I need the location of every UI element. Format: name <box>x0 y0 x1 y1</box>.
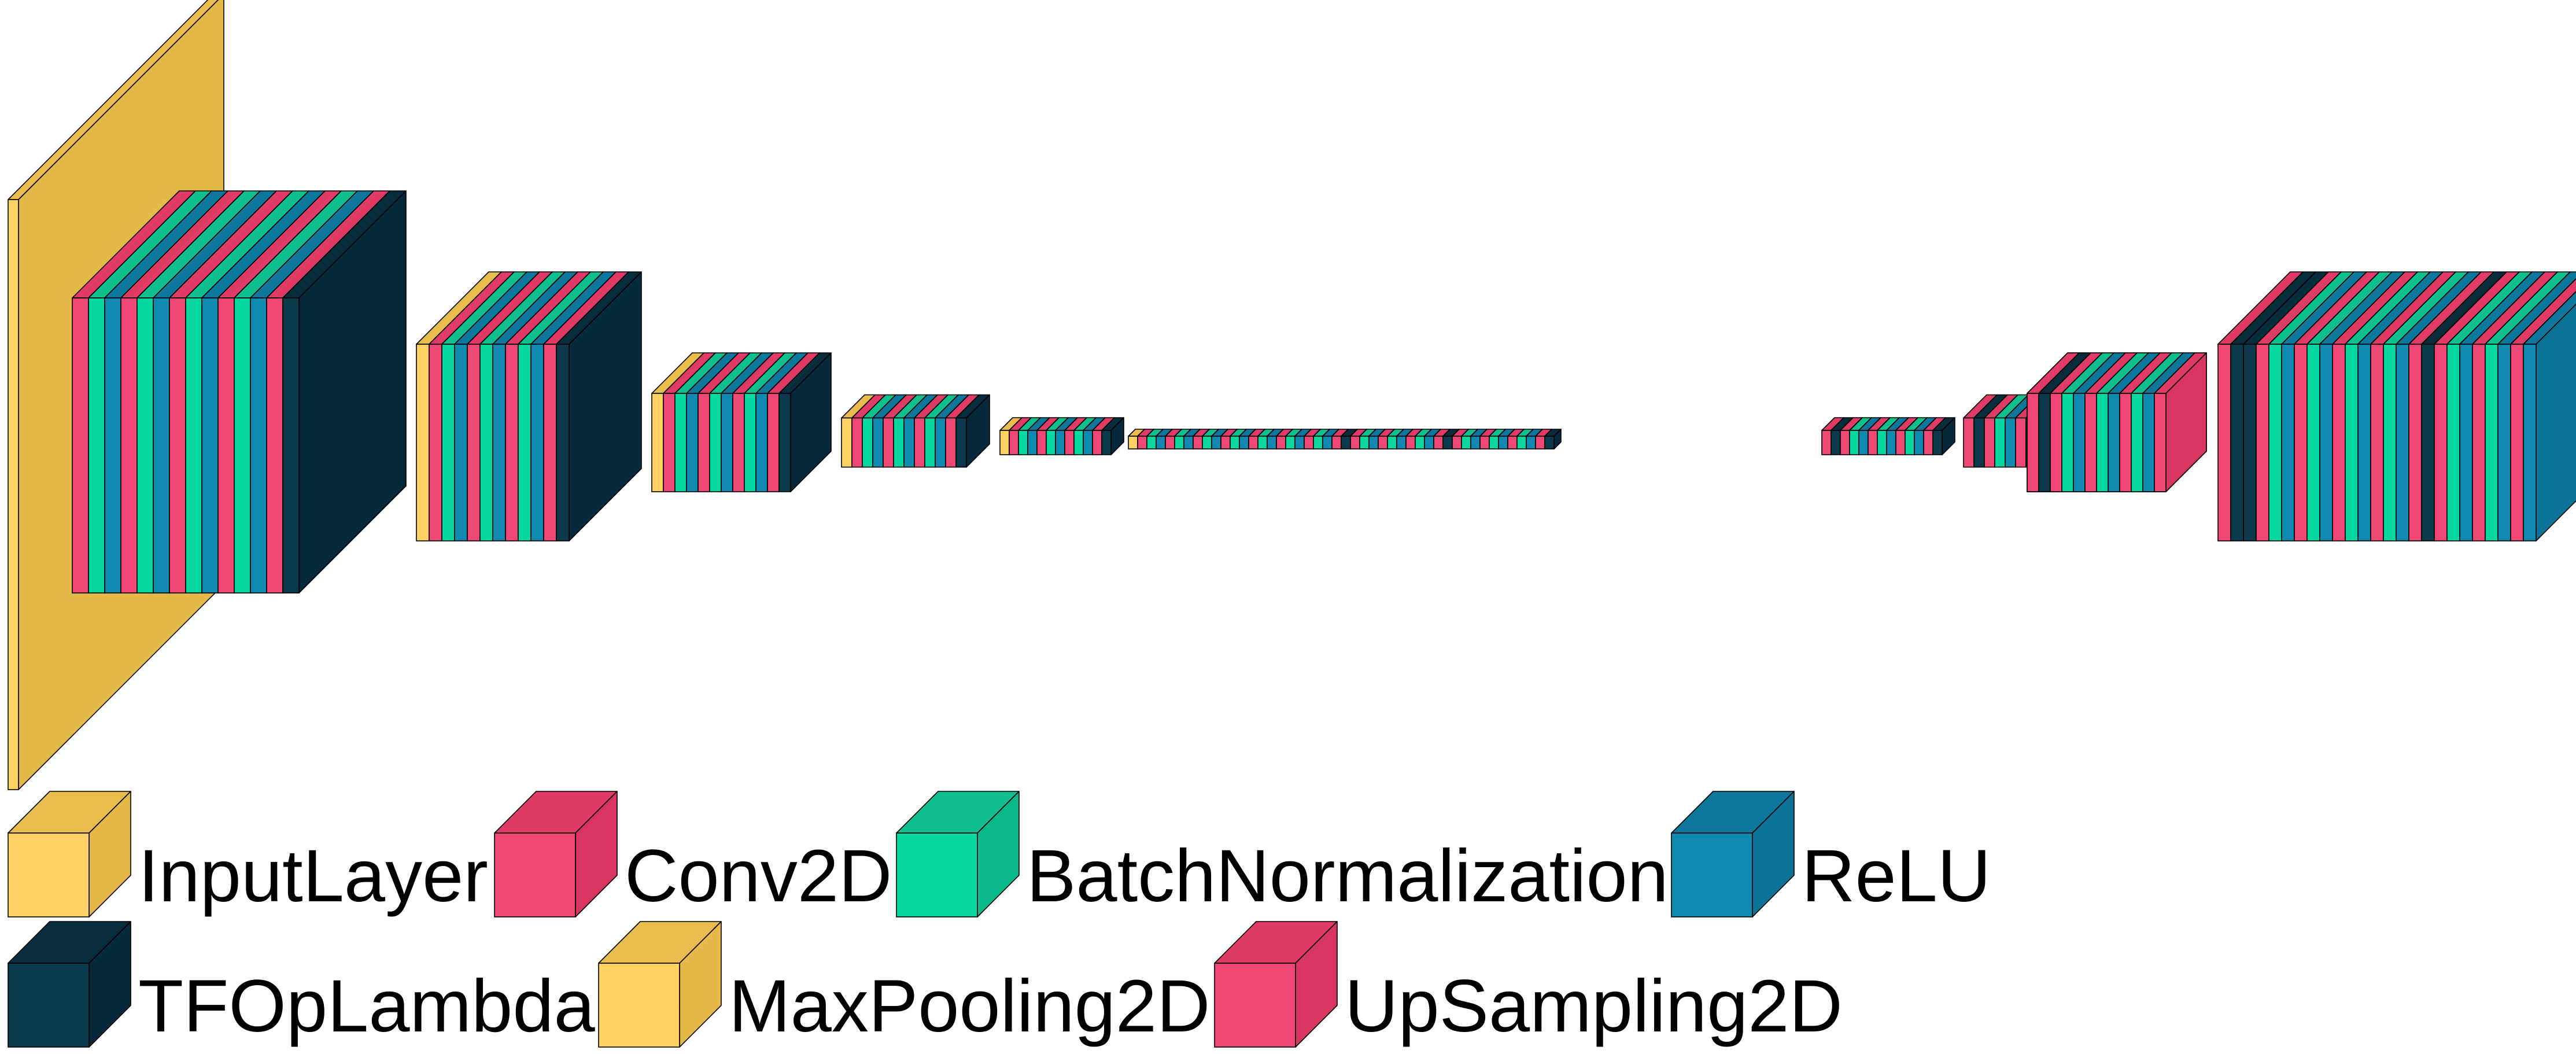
lambda-layer <box>556 271 642 541</box>
lambda-layer <box>1932 417 1955 455</box>
legend-label: Conv2D <box>625 835 892 917</box>
encoder-block <box>1128 429 1562 449</box>
conv-layer <box>2154 352 2207 492</box>
decoder-block <box>2217 271 2576 541</box>
legend-swatch <box>1214 921 1338 1048</box>
lambda-layer <box>955 394 990 468</box>
encoder-block <box>841 394 990 468</box>
legend-swatch <box>494 791 618 917</box>
lambda-layer <box>1544 429 1562 449</box>
legend-item-input: InputLayer <box>8 791 488 917</box>
legend-swatch <box>8 921 131 1048</box>
legend-swatch <box>8 791 131 917</box>
legend-label: ReLU <box>1802 835 1991 917</box>
encoder-block <box>72 190 407 594</box>
encoder-block <box>999 417 1124 455</box>
legend-swatch <box>598 921 722 1048</box>
legend-item-upsample: UpSampling2D <box>1214 921 1843 1048</box>
lambda-layer <box>1101 417 1124 455</box>
encoder-block <box>416 271 642 541</box>
legend-item-pool: MaxPooling2D <box>598 921 1210 1048</box>
relu-layer <box>2523 290 2576 541</box>
legend-label: MaxPooling2D <box>729 965 1210 1048</box>
legend-item-relu: ReLU <box>1671 791 1991 917</box>
legend-label: BatchNormalization <box>1027 835 1669 917</box>
legend-label: UpSampling2D <box>1345 965 1843 1048</box>
lambda-layer <box>282 190 407 594</box>
legend-label: TFOpLambda <box>138 965 596 1048</box>
legend: InputLayer Conv2D BatchNormalization ReLU TF… <box>8 791 1991 1048</box>
legend-label: InputLayer <box>138 835 488 917</box>
legend-item-lambda: TFOpLambda <box>8 921 596 1048</box>
legend-item-conv: Conv2D <box>494 791 892 917</box>
lambda-layer <box>778 352 832 492</box>
layer-stack <box>8 0 2576 790</box>
legend-swatch <box>896 791 1020 917</box>
encoder-block <box>651 352 832 492</box>
legend-swatch <box>1671 791 1795 917</box>
decoder-block <box>1821 417 1955 455</box>
legend-item-bn: BatchNormalization <box>896 791 1669 917</box>
decoder-block <box>2027 352 2207 492</box>
